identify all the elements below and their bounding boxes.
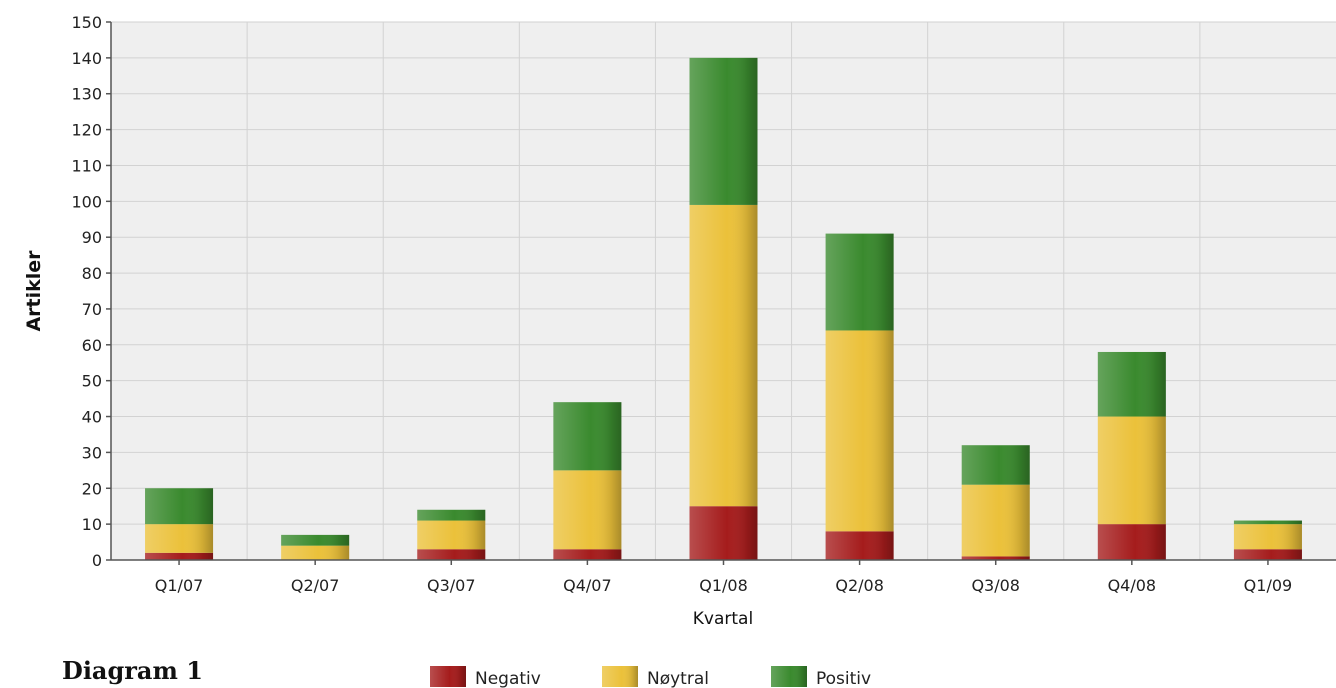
bar-segment-shading	[417, 549, 486, 560]
bar-segment-shading	[417, 520, 486, 550]
x-tick-label: Q1/09	[1244, 576, 1293, 595]
y-tick-label: 110	[71, 156, 102, 175]
x-tick-label: Q2/08	[835, 576, 884, 595]
legend: Negativ Nøytral Positiv	[430, 666, 871, 688]
y-tick-label: 40	[82, 408, 102, 427]
x-tick-label: Q3/07	[427, 576, 476, 595]
bar-segment-shading	[1233, 524, 1302, 550]
bar-segment-shading	[281, 545, 350, 560]
bar-segment-shading	[1233, 520, 1302, 525]
x-tick-label: Q4/07	[563, 576, 612, 595]
bar-segment-shading	[689, 57, 758, 205]
bar-segment-shading	[825, 330, 894, 532]
x-tick-label: Q1/08	[699, 576, 748, 595]
legend-label-negativ: Negativ	[475, 669, 541, 688]
y-tick-label: 30	[82, 443, 102, 462]
bar-segment-shading	[961, 484, 1030, 557]
y-tick-label: 120	[71, 121, 102, 140]
bar-segment-shading	[961, 445, 1030, 485]
y-tick-label: 0	[92, 551, 102, 570]
y-tick-label: 60	[82, 336, 102, 355]
x-tick-label: Q2/07	[291, 576, 340, 595]
bar-segment-shading	[553, 470, 622, 550]
y-tick-label: 10	[82, 515, 102, 534]
legend-swatch-shading	[430, 666, 466, 687]
x-tick-label: Q4/08	[1108, 576, 1157, 595]
y-tick-label: 150	[71, 13, 102, 32]
bars	[145, 57, 1302, 560]
legend-swatch-shading	[771, 666, 807, 687]
diagram-caption: Diagram 1	[62, 656, 203, 685]
y-tick-label: 20	[82, 479, 102, 498]
bar-segment-shading	[553, 549, 622, 560]
y-tick-label: 140	[71, 49, 102, 68]
y-axis-ticks: 0 10 20 30 40 50 60 70 80 90 100 110 120 130 140 150	[71, 13, 111, 570]
x-tick-label: Q3/08	[971, 576, 1020, 595]
y-tick-label: 80	[82, 264, 102, 283]
y-tick-label: 70	[82, 300, 102, 319]
bar-segment-shading	[417, 509, 486, 521]
y-tick-label: 100	[71, 192, 102, 211]
x-axis-title: Kvartal	[693, 609, 753, 629]
bar-segment-shading	[689, 204, 758, 507]
bar-segment-shading	[145, 524, 214, 553]
bar-segment-shading	[1097, 524, 1166, 560]
y-tick-label: 130	[71, 85, 102, 104]
bar-segment-shading	[281, 534, 350, 546]
y-tick-label: 50	[82, 372, 102, 391]
bar-segment-shading	[553, 402, 622, 471]
x-tick-label: Q1/07	[155, 576, 204, 595]
legend-label-positiv: Positiv	[816, 669, 871, 688]
bar-segment-shading	[1097, 416, 1166, 525]
bar-segment-shading	[961, 556, 1030, 560]
legend-label-nøytral: Nøytral	[647, 669, 709, 688]
bar-segment-shading	[1097, 351, 1166, 417]
bar-segment-shading	[825, 531, 894, 560]
bar-segment-shading	[825, 233, 894, 331]
legend-swatch-shading	[602, 666, 638, 687]
x-axis-ticks: Q1/07 Q2/07 Q3/07 Q4/07 Q1/08 Q2/08 Q3/08 Q4/08…	[155, 560, 1292, 595]
y-axis-title: Artikler	[23, 250, 45, 332]
y-tick-label: 90	[82, 228, 102, 247]
bar-segment-shading	[145, 488, 214, 525]
bar-segment-shading	[1233, 549, 1302, 560]
bar-segment-shading	[689, 506, 758, 560]
bar-segment-shading	[145, 552, 214, 560]
